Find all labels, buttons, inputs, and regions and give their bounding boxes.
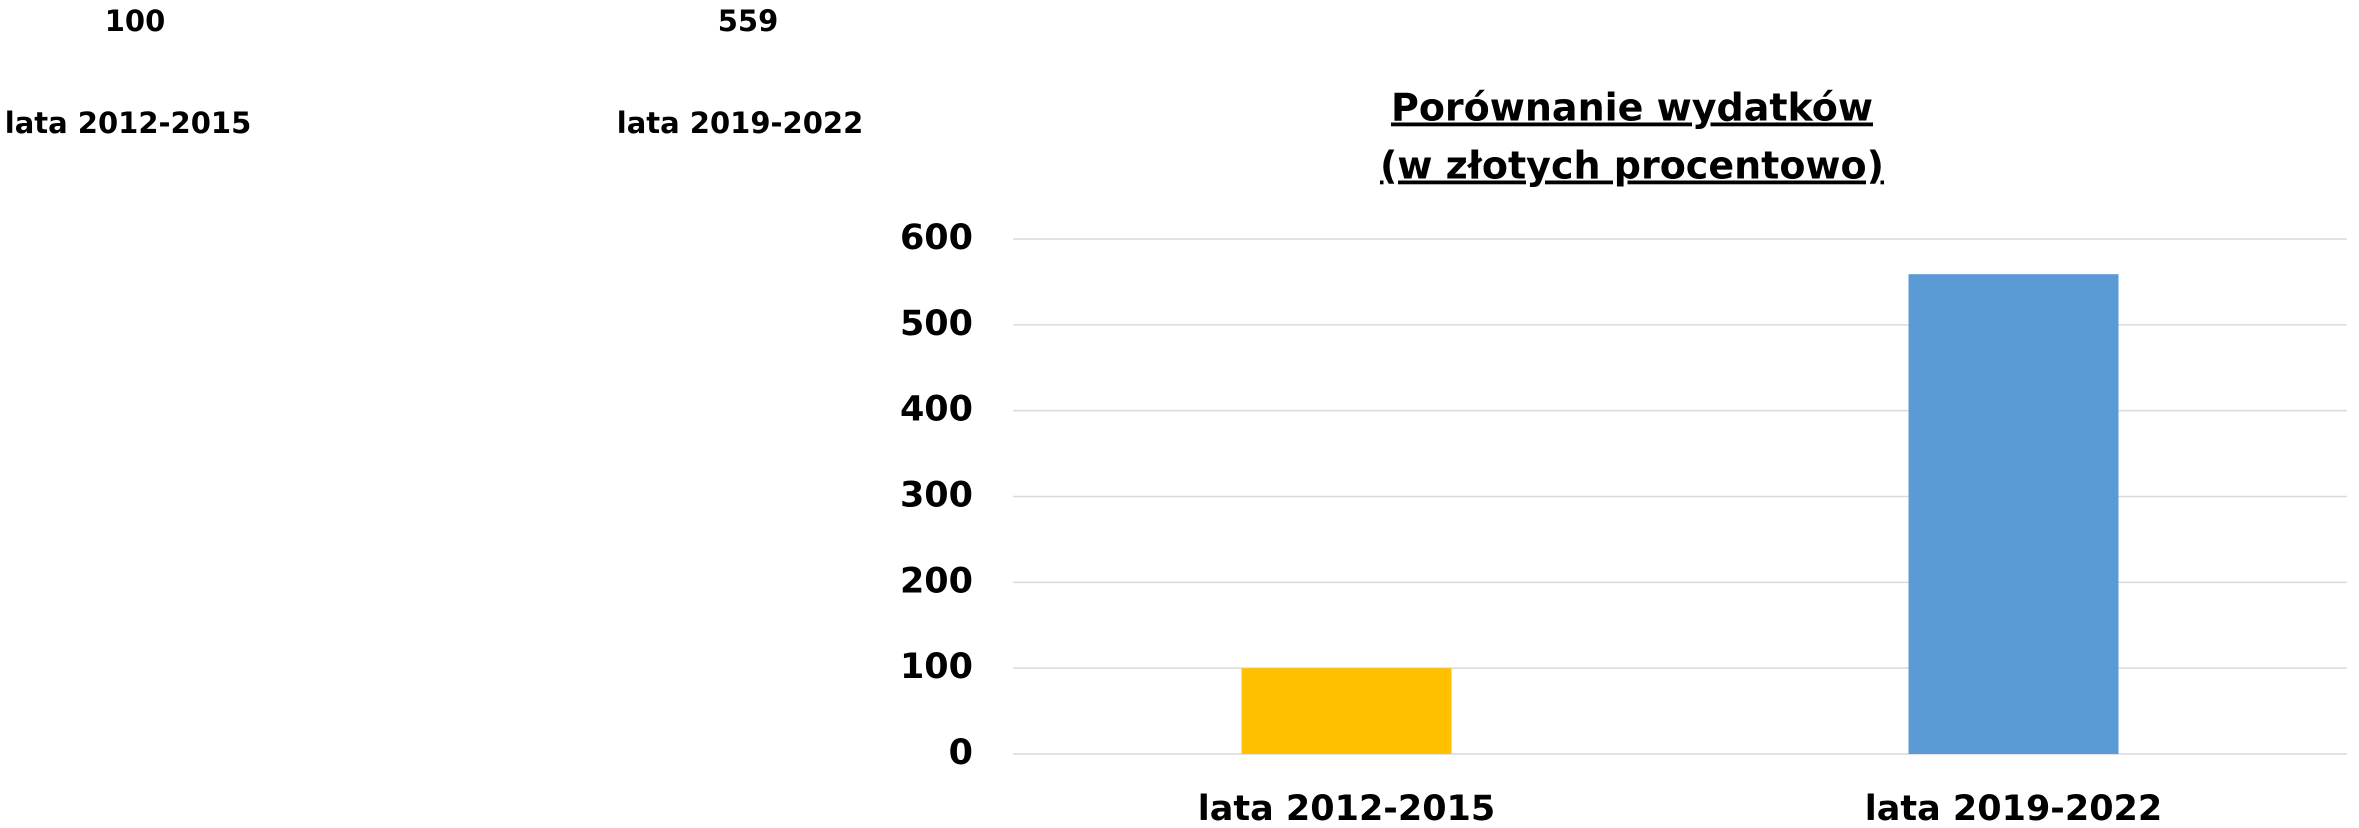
cell: 559 [718,4,779,38]
cell: lata 2012-2015 [5,106,252,140]
cell: lata 2019-2022 [617,106,864,140]
cell: 100 [105,4,166,38]
x-tick-label: lata 2012-2015 [1198,789,1496,828]
chart-subtitle: (w złotych procentowo) [1380,144,1884,188]
y-tick-label: 100 [900,647,973,687]
y-tick-label: 500 [900,304,973,344]
y-tick-label: 600 [900,218,973,258]
y-tick-label: 300 [900,476,973,516]
chart-title: Porównanie wydatków [1391,86,1873,130]
x-tick-label: lata 2019-2022 [1865,789,2163,828]
y-tick-label: 0 [949,733,973,773]
y-tick-label: 200 [900,561,973,601]
bar [1908,274,2119,754]
y-tick-label: 400 [900,390,973,430]
bar [1241,668,1452,754]
